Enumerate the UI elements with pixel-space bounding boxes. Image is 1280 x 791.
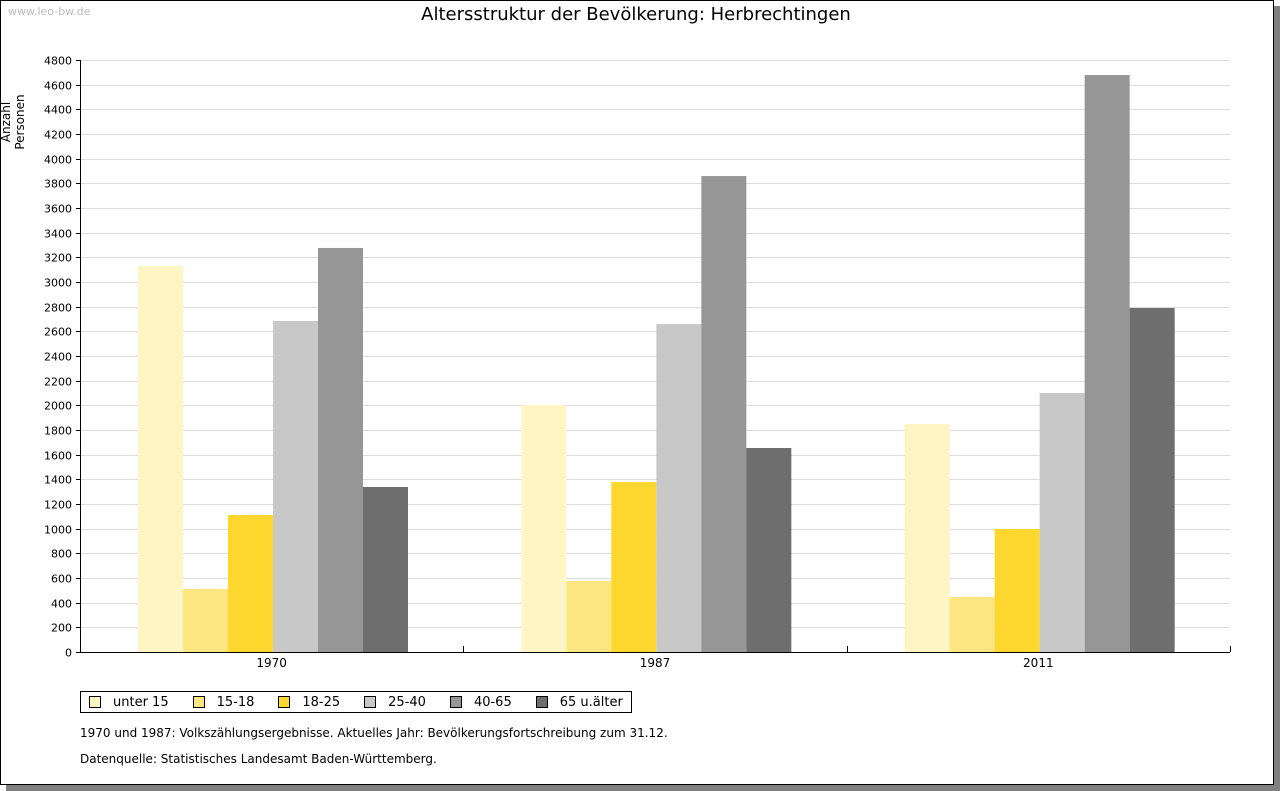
y-tick-label: 400 bbox=[51, 598, 72, 611]
y-tick-label: 1400 bbox=[44, 474, 72, 487]
y-tick-label: 3200 bbox=[44, 252, 72, 265]
y-tick-label: 2200 bbox=[44, 376, 72, 389]
legend-swatch bbox=[449, 696, 462, 708]
legend-swatch bbox=[278, 696, 291, 708]
y-tick-label: 3400 bbox=[44, 228, 72, 241]
y-tick-label: 1600 bbox=[44, 450, 72, 463]
legend: unter 15 15-18 18-25 25-40 40-65 65 u.älter bbox=[80, 691, 632, 713]
legend-label: 65 u.älter bbox=[559, 694, 623, 710]
y-tick-label: 800 bbox=[51, 548, 72, 561]
legend-item: unter 15 bbox=[89, 695, 169, 710]
chart-title: Altersstruktur der Bevölkerung: Herbrech… bbox=[421, 4, 851, 25]
y-tick-label: 4800 bbox=[44, 55, 72, 68]
legend-label: 18-25 bbox=[302, 694, 341, 710]
note-source: Datenquelle: Statistisches Landesamt Bad… bbox=[80, 752, 437, 766]
legend-item: 25-40 bbox=[364, 695, 426, 710]
bar-25-40-1987 bbox=[656, 324, 702, 652]
bar-15-18-1970 bbox=[183, 588, 228, 652]
y-tick-label: 2800 bbox=[44, 302, 72, 315]
bar-65-u-lter-2011 bbox=[1129, 308, 1175, 652]
legend-swatch bbox=[192, 696, 205, 708]
bar-40-65-2011 bbox=[1084, 75, 1130, 652]
y-tick-label: 2000 bbox=[44, 400, 72, 413]
x-tick-label: 1987 bbox=[640, 656, 671, 670]
y-tick-label: 3000 bbox=[44, 277, 72, 290]
legend-item: 18-25 bbox=[278, 695, 340, 710]
bar-40-65-1987 bbox=[701, 176, 747, 652]
bar-18-25-1987 bbox=[611, 482, 657, 652]
y-tick-label: 3800 bbox=[44, 178, 72, 191]
legend-item: 15-18 bbox=[192, 694, 255, 710]
y-tick-label: 4400 bbox=[44, 104, 72, 117]
legend-label: 15-18 bbox=[216, 694, 255, 710]
y-tick-label: 4600 bbox=[44, 80, 72, 93]
y-tick-label: 2600 bbox=[44, 326, 72, 339]
y-tick-label: 4200 bbox=[44, 129, 72, 142]
bar-18-25-1970 bbox=[228, 514, 273, 652]
bar-65-u-lter-1970 bbox=[363, 486, 408, 652]
y-tick-label: 1000 bbox=[44, 524, 72, 537]
y-tick-label: 1200 bbox=[44, 499, 72, 512]
legend-swatch bbox=[364, 696, 377, 708]
legend-label: unter 15 bbox=[113, 694, 169, 710]
bar-18-25-2011 bbox=[994, 529, 1040, 652]
y-tick-label: 200 bbox=[51, 622, 72, 635]
y-tick-label: 3600 bbox=[44, 203, 72, 216]
y-tick-label: 1800 bbox=[44, 425, 72, 438]
legend-label: 25-40 bbox=[388, 694, 426, 710]
y-tick-label: 600 bbox=[51, 573, 72, 586]
bar-15-18-1987 bbox=[566, 580, 612, 652]
bar-25-40-2011 bbox=[1039, 393, 1085, 652]
y-tick-label: 0 bbox=[65, 647, 72, 660]
legend-item: 65 u.älter bbox=[535, 694, 623, 710]
y-tick-label: 4000 bbox=[44, 154, 72, 167]
x-tick-label: 1970 bbox=[256, 656, 287, 670]
bar-unter-15-1970 bbox=[138, 265, 183, 652]
bar-unter-15-2011 bbox=[904, 423, 950, 652]
legend-label: 40-65 bbox=[473, 694, 512, 710]
legend-swatch bbox=[535, 696, 548, 708]
legend-swatch bbox=[89, 696, 101, 708]
bar-15-18-2011 bbox=[949, 596, 995, 652]
note-census: 1970 und 1987: Volkszählungsergebnisse. … bbox=[80, 726, 668, 740]
bar-unter-15-1987 bbox=[521, 404, 567, 652]
y-tick-label: 2400 bbox=[44, 351, 72, 364]
watermark: www.leo-bw.de bbox=[8, 5, 91, 18]
bar-25-40-1970 bbox=[273, 320, 318, 652]
bar-65-u-lter-1987 bbox=[746, 448, 792, 652]
x-tick-label: 2011 bbox=[1023, 656, 1054, 670]
bar-40-65-1970 bbox=[318, 247, 363, 652]
legend-item: 40-65 bbox=[449, 694, 512, 710]
